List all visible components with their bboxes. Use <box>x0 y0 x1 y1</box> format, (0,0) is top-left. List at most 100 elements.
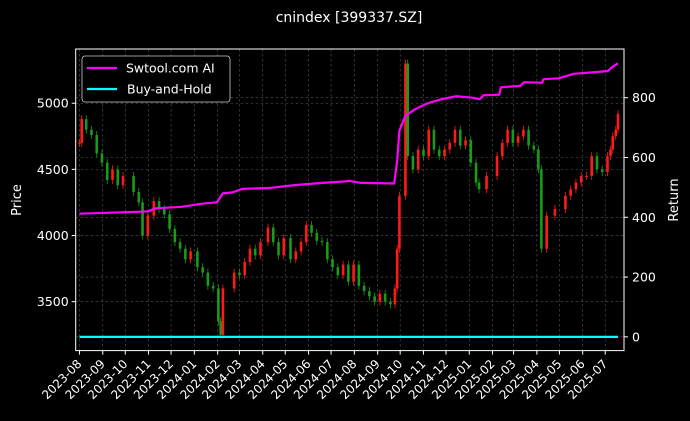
candle-body <box>611 136 615 150</box>
candle-body <box>320 240 324 243</box>
legend-box <box>81 55 231 103</box>
candle-body <box>184 248 187 260</box>
candle-body <box>111 169 114 180</box>
candle-body <box>373 296 376 302</box>
candle-body <box>614 129 618 137</box>
candle-body <box>406 63 409 157</box>
candle-body <box>211 285 215 289</box>
candle-body <box>453 129 457 143</box>
candle-body <box>501 142 504 157</box>
candle-body <box>458 129 462 146</box>
candle-body <box>427 129 431 157</box>
candle-body <box>585 175 588 177</box>
candle-body <box>221 288 225 335</box>
y-tick-label-right: 200 <box>632 270 656 285</box>
candle-body <box>511 129 515 143</box>
y-tick-label-left: 4000 <box>37 228 69 243</box>
candle-body <box>437 149 441 157</box>
candle-body <box>389 301 392 305</box>
candle-body <box>378 293 382 302</box>
candle-body <box>266 227 270 243</box>
candle-body <box>259 242 262 256</box>
candle-body <box>362 285 366 292</box>
candle-body <box>157 201 161 210</box>
candle-body <box>336 267 340 276</box>
y-axis-right: 0 200 400 600 800 <box>624 90 656 344</box>
candle-body <box>105 162 109 180</box>
y-tick-label-right: 800 <box>632 90 656 105</box>
y-tick-label-left: 5000 <box>37 96 69 111</box>
candle-body <box>243 261 246 276</box>
candle-body <box>137 191 141 203</box>
candle-body <box>163 209 166 215</box>
candle-body <box>248 248 252 262</box>
candle-body <box>189 251 192 260</box>
y-label-left: Price <box>10 184 25 216</box>
candle-body <box>395 248 399 289</box>
candle-body <box>404 63 407 196</box>
plot-frame <box>75 48 625 352</box>
legend-label-strategy: Swtool.com AI <box>126 61 215 76</box>
candle-body <box>132 175 135 192</box>
candles <box>78 59 620 339</box>
candle-body <box>506 129 509 143</box>
candle-body <box>100 153 104 163</box>
candle-body <box>495 156 499 176</box>
candle-body <box>178 242 182 249</box>
candle-body <box>84 119 88 130</box>
candle-body <box>173 228 177 243</box>
candle-body <box>474 162 478 183</box>
candle-body <box>590 156 594 176</box>
candle-body <box>341 264 345 276</box>
candle-body <box>527 129 530 146</box>
candle-body <box>217 288 220 322</box>
candle-body <box>464 140 467 146</box>
candle-body <box>168 214 171 229</box>
candle-body <box>219 321 222 335</box>
candle-body <box>569 189 572 196</box>
candle-body <box>516 136 520 143</box>
candle-body <box>271 227 275 243</box>
candle-body <box>299 242 303 252</box>
candle-body <box>616 113 620 130</box>
candle-body <box>141 202 144 236</box>
candle-body <box>537 149 540 170</box>
candle-body <box>553 209 557 216</box>
candle-body <box>238 272 241 276</box>
candle-body <box>443 149 446 157</box>
candle-body <box>564 195 567 210</box>
candle-body <box>90 129 93 135</box>
candle-body <box>579 175 583 183</box>
y-axis-left: 3500 4000 4500 5000 <box>37 96 76 309</box>
candle-body <box>422 149 425 157</box>
candle-body <box>485 175 488 190</box>
candle-body <box>448 142 452 150</box>
y-tick-label-left: 4500 <box>37 162 69 177</box>
candle-body <box>609 149 612 157</box>
candle-body <box>253 248 257 256</box>
candle-body <box>432 129 436 150</box>
candle-body <box>206 272 210 286</box>
candle-body <box>606 156 609 173</box>
candle-body <box>294 251 298 260</box>
candle-body <box>277 242 280 256</box>
candle-body <box>116 169 120 186</box>
candle-body <box>146 215 150 236</box>
legend-label-buy-hold: Buy-and-Hold <box>127 82 212 97</box>
candle-body <box>78 142 81 144</box>
x-axis: 2023-082023-092023-102023-112023-122024-… <box>39 350 610 402</box>
candle-body <box>232 272 236 289</box>
candle-body <box>522 129 525 137</box>
candle-body <box>121 175 125 186</box>
candle-body <box>95 134 99 154</box>
y-tick-label-left: 3500 <box>37 294 69 309</box>
candle-body <box>201 267 204 273</box>
candle-body <box>357 264 361 286</box>
candle-body <box>282 238 286 256</box>
candle-body <box>352 264 355 282</box>
y-tick-label-right: 400 <box>632 210 656 225</box>
candle-body <box>289 238 292 260</box>
y-tick-label-right: 0 <box>632 329 640 344</box>
y-tick-label-right: 600 <box>632 150 656 165</box>
candle-body <box>368 291 371 297</box>
